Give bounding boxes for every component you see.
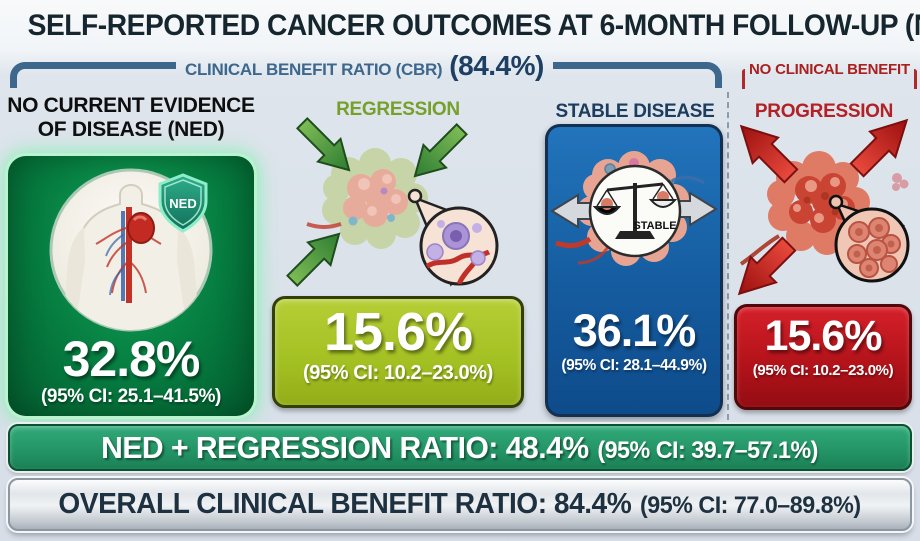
regression-value: 15.6% <box>323 302 473 362</box>
progression-panel: 15.6% (95% CI: 10.2–23.0%) <box>734 304 912 410</box>
progression-value: 15.6% <box>764 312 883 360</box>
header-progression: PROGRESSION <box>754 101 894 122</box>
regression-panel: 15.6% (95% CI: 10.2–23.0%) <box>272 296 524 408</box>
cbr-value-text: (84.4%) <box>449 50 544 81</box>
ned-regression-ratio-ci: (95% CI: 39.7–57.1%) <box>597 436 819 464</box>
header-stable-disease: STABLE DISEASE <box>555 101 715 122</box>
ned-regression-ratio-label: NED + REGRESSION RATIO: 48.4% <box>101 429 590 465</box>
stable-badge-text: STABLE <box>633 220 676 232</box>
no-benefit-bracket: NO CLINICAL BENEFIT <box>742 60 917 89</box>
dashed-divider <box>727 92 729 420</box>
progression-tumor-illustration <box>731 116 915 300</box>
ned-panel: NED 32.8% (95% CI: 25.1–41.5%) <box>8 156 254 416</box>
cbr-bracket-label: CLINICAL BENEFIT RATIO (CBR) (84.4%) <box>176 50 553 82</box>
header-regression: REGRESSION <box>336 99 460 120</box>
no-benefit-label: NO CLINICAL BENEFIT <box>749 61 910 78</box>
stable-value: 36.1% <box>572 305 697 356</box>
header-ned-line2: OF DISEASE (NED) <box>37 117 225 141</box>
progression-magnifier-icon <box>828 194 910 283</box>
page-title: SELF-REPORTED CANCER OUTCOMES AT 6-MONTH… <box>27 9 920 42</box>
cbr-label-text: CLINICAL BENEFIT RATIO (CBR) <box>185 60 443 79</box>
no-benefit-bracket-left-line <box>742 69 745 89</box>
stable-tumor-illustration: STABLE <box>551 151 717 266</box>
overall-cbr-banner: OVERALL CLINICAL BENEFIT RATIO: 84.4% (9… <box>8 478 912 531</box>
body-anatomy-icon: NED <box>49 168 213 332</box>
cbr-bracket-right-line <box>552 62 722 88</box>
stable-ci: (95% CI: 28.1–44.9%) <box>561 357 707 374</box>
regression-tumor-illustration <box>280 116 499 293</box>
header-ned-line1: NO CURRENT EVIDENCE <box>7 94 255 117</box>
no-benefit-bracket-right-line <box>913 69 917 89</box>
stable-disease-panel: STABLE 36.1% (95% CI: 28.1–44.9%) <box>545 124 723 417</box>
cbr-bracket: CLINICAL BENEFIT RATIO (CBR) (84.4%) <box>10 50 722 88</box>
ned-value: 32.8% <box>62 331 201 387</box>
overall-cbr-ci: (95% CI: 77.0–89.8%) <box>640 492 862 519</box>
progression-ci: (95% CI: 10.2–23.0%) <box>752 362 894 379</box>
cbr-bracket-left-line <box>10 62 176 88</box>
balance-scale-icon: STABLE <box>588 164 682 258</box>
ned-badge-text: NED <box>169 196 196 211</box>
ned-regression-ratio-banner: NED + REGRESSION RATIO: 48.4% (95% CI: 3… <box>8 424 912 471</box>
header-ned: NO CURRENT EVIDENCE OF DISEASE (NED) <box>0 94 262 141</box>
regression-magnifier-icon <box>407 188 499 287</box>
regression-ci: (95% CI: 10.2–23.0%) <box>303 362 493 384</box>
ned-ci: (95% CI: 25.1–41.5%) <box>41 386 221 407</box>
ned-shield-icon: NED <box>158 173 208 233</box>
overall-cbr-label: OVERALL CLINICAL BENEFIT RATIO: 84.4% <box>58 488 632 520</box>
